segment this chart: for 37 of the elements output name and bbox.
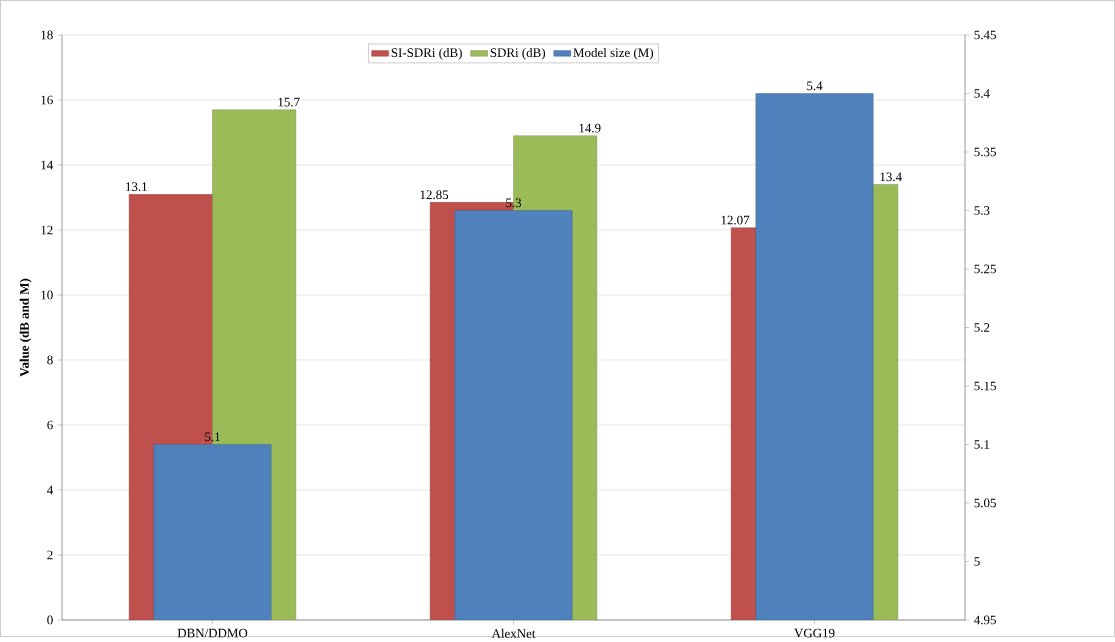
x-tick-label: DBN/DDMO <box>177 628 248 638</box>
y2-tick-label: 5 <box>974 557 980 566</box>
y-tick-label: 14 <box>41 160 54 170</box>
data-label: 15.7 <box>278 97 300 107</box>
y2-tick-label: 5.45 <box>974 30 996 40</box>
y2-tick-label: 5.4 <box>974 89 990 98</box>
y2-tick-label: 5.25 <box>974 264 996 274</box>
y-tick-label: 4 <box>47 485 54 495</box>
y-tick-label: 18 <box>41 30 53 40</box>
legend-label: Model size (M) <box>573 47 654 60</box>
y2-tick-label: 5.3 <box>974 206 990 215</box>
y-tick-label: 10 <box>41 290 53 300</box>
legend-label: SDRi (dB) <box>490 47 546 60</box>
y2-tick-label: 4.95 <box>974 615 996 625</box>
data-label: 5.4 <box>807 81 823 91</box>
x-tick-label: AlexNet <box>491 628 536 638</box>
legend-label: SI-SDRi (dB) <box>391 47 462 60</box>
y-tick-label: 6 <box>47 420 53 430</box>
data-label: 5.1 <box>205 432 220 442</box>
y2-tick-label: 5.15 <box>974 381 996 391</box>
x-tick-label: VGG19 <box>794 628 835 638</box>
y-tick-label: 0 <box>47 615 53 625</box>
data-label: 5.3 <box>506 198 522 208</box>
y2-tick-label: 5.2 <box>974 323 990 332</box>
y-tick-label: 8 <box>47 355 53 365</box>
y-tick-label: 16 <box>41 95 53 105</box>
data-label: 14.9 <box>579 123 601 133</box>
y2-tick-label: 5.35 <box>974 147 996 157</box>
data-label: 13.4 <box>880 172 902 182</box>
data-label: 13.1 <box>126 182 147 191</box>
y2-tick-label: 5.05 <box>974 498 996 508</box>
data-label: 12.85 <box>420 190 449 200</box>
y-axis-title: Value (dB and M) <box>19 278 32 377</box>
y-tick-label: 12 <box>41 225 53 235</box>
y2-tick-label: 5.1 <box>974 440 990 449</box>
data-label: 12.07 <box>721 215 750 225</box>
y-tick-label: 2 <box>47 550 53 560</box>
